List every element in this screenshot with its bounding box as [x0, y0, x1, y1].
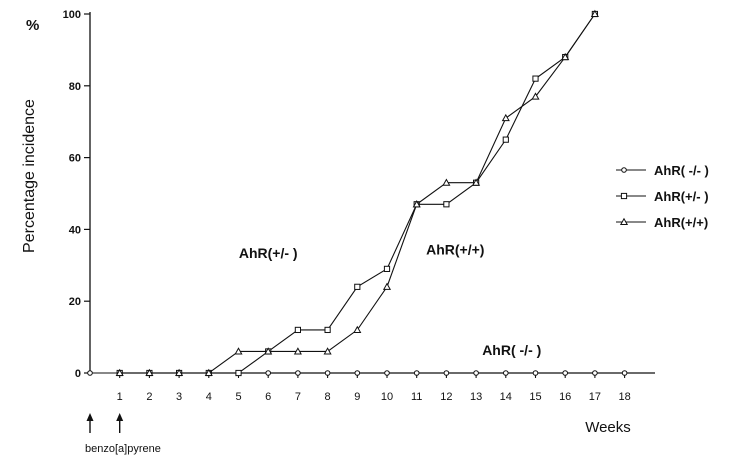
treatment-arrow: [86, 413, 94, 433]
treatment-label: benzo[a]pyrene: [85, 443, 161, 455]
x-tick-label: 9: [354, 391, 360, 403]
legend-label: AhR(+/+): [654, 215, 708, 230]
data-point: [145, 368, 154, 377]
legend-label: AhR(+/- ): [654, 189, 709, 204]
y-tick-label: 60: [69, 153, 81, 165]
data-point: [413, 370, 420, 376]
data-point: [412, 200, 421, 208]
y-tick-label: 100: [63, 9, 81, 21]
data-point: [562, 370, 569, 376]
data-point: [234, 347, 243, 355]
data-point: [354, 370, 361, 376]
y-tick-label: 40: [69, 224, 81, 236]
x-tick-label: 6: [265, 391, 271, 403]
legend-item: AhR(+/+): [616, 215, 708, 230]
data-point: [293, 347, 302, 355]
data-point: [323, 347, 332, 355]
y-ticks: 0 20 40 60 80 100: [63, 9, 90, 380]
data-point: [592, 370, 598, 376]
data-point: [442, 178, 451, 186]
x-tick-label: 11: [411, 391, 422, 403]
treatment-arrow: [116, 413, 124, 433]
data-point: [295, 370, 301, 376]
series-line: [119, 13, 596, 374]
y-tick-label: 0: [75, 368, 81, 380]
data-point: [264, 347, 273, 355]
data-point: [503, 370, 509, 376]
series-annotation: AhR( -/- ): [482, 342, 541, 358]
x-tick-label: 18: [618, 391, 630, 403]
legend: AhR( -/- ) AhR(+/- ) AhR(+/+): [616, 163, 709, 230]
data-point: [501, 113, 510, 122]
legend-label: AhR( -/- ): [654, 163, 709, 178]
x-tick-label: 15: [529, 391, 541, 403]
y-unit-label: %: [26, 17, 39, 34]
annotations: AhR(+/- ) AhR(+/+) AhR( -/- ): [239, 242, 541, 359]
data-point: [354, 283, 361, 290]
data-point: [87, 370, 93, 376]
legend-item: AhR(+/- ): [616, 189, 709, 204]
axes: [89, 12, 655, 374]
x-tick-label: 13: [470, 391, 482, 403]
x-tick-label: 3: [176, 391, 182, 403]
x-tick-label: 4: [206, 391, 212, 403]
legend-marker: [621, 167, 627, 173]
data-point: [383, 265, 391, 272]
series-annotation: AhR(+/+): [426, 242, 484, 258]
data-point: [324, 370, 331, 376]
x-tick-label: 12: [440, 391, 452, 403]
y-axis-label: Percentage incidence: [21, 99, 38, 253]
data-point: [324, 326, 331, 334]
series-line: [119, 13, 596, 374]
series-square: [116, 10, 598, 377]
treatment-markers: [86, 413, 124, 433]
series-annotation: AhR(+/- ): [239, 245, 298, 261]
data-point: [590, 9, 599, 18]
x-axis-label: Weeks: [585, 419, 631, 436]
data-point: [502, 136, 509, 143]
series-triangle: [115, 9, 599, 377]
data-point: [235, 369, 242, 377]
data-point: [384, 370, 390, 376]
data-point: [443, 201, 450, 208]
data-point: [472, 178, 481, 186]
data-point: [353, 325, 362, 333]
x-tick-label: 17: [589, 391, 601, 403]
data-point: [294, 326, 301, 334]
y-tick-label: 20: [69, 296, 81, 308]
y-tick-label: 80: [69, 81, 81, 93]
series-layer: [87, 9, 628, 377]
x-tick-label: 16: [559, 391, 571, 403]
data-point: [532, 370, 539, 376]
x-tick-label: 5: [235, 391, 241, 403]
data-point: [443, 370, 450, 376]
x-ticks: 1 2 3 4 5 6 7 8 9 10 11 12 13 14 15 16 17 18: [117, 373, 631, 403]
x-tick-label: 8: [325, 391, 331, 403]
data-point: [532, 75, 539, 82]
x-tick-label: 14: [500, 391, 512, 403]
legend-item: AhR( -/- ): [616, 163, 709, 178]
x-tick-label: 1: [117, 391, 123, 403]
data-point: [265, 370, 272, 376]
data-point: [473, 370, 479, 376]
data-point: [561, 52, 570, 61]
legend-marker: [619, 217, 629, 226]
legend-marker: [620, 192, 628, 200]
data-point: [115, 368, 124, 377]
x-tick-label: 10: [381, 391, 393, 403]
x-tick-label: 7: [295, 391, 301, 403]
data-point: [175, 368, 184, 377]
data-point: [531, 92, 540, 100]
data-point: [382, 282, 392, 290]
x-tick-label: 2: [146, 391, 152, 403]
data-point: [621, 370, 628, 376]
data-point: [204, 368, 213, 377]
